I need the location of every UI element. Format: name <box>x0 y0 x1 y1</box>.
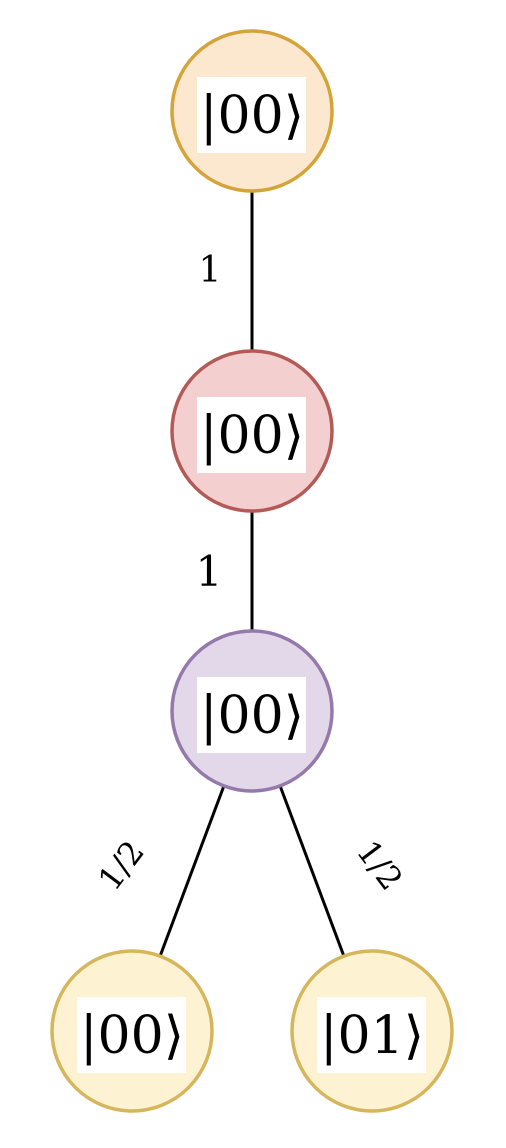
node-label: |00⟩ <box>200 686 304 746</box>
edge-label-n3-n5: 1/2 <box>349 833 410 897</box>
edge-n3-n5 <box>278 785 346 957</box>
node-leaf-left: |00⟩ <box>50 949 214 1113</box>
node-level-1: |00⟩ <box>170 349 334 513</box>
node-label: |00⟩ <box>80 1006 184 1066</box>
node-label-background <box>197 677 306 753</box>
node-label-background <box>197 397 306 473</box>
node-leaf-right: |01⟩ <box>290 949 454 1113</box>
node-level-2: |00⟩ <box>170 629 334 793</box>
edge-label-n1-n2: 1 <box>199 250 222 291</box>
node-label-background <box>317 997 426 1073</box>
node-label-background <box>197 77 306 153</box>
edges-layer <box>158 191 346 957</box>
nodes-layer: |00⟩ |00⟩ |00⟩ |00⟩ |01⟩ <box>50 29 454 1113</box>
node-root: |00⟩ <box>170 29 334 193</box>
edge-n3-n4 <box>158 785 226 957</box>
edge-label-n2-n3: 1 <box>196 547 223 596</box>
node-label: |01⟩ <box>320 1006 424 1066</box>
node-label: |00⟩ <box>200 86 304 146</box>
node-label-background <box>77 997 186 1073</box>
node-label: |00⟩ <box>200 406 304 466</box>
edge-label-n3-n4: 1/2 <box>91 833 152 897</box>
